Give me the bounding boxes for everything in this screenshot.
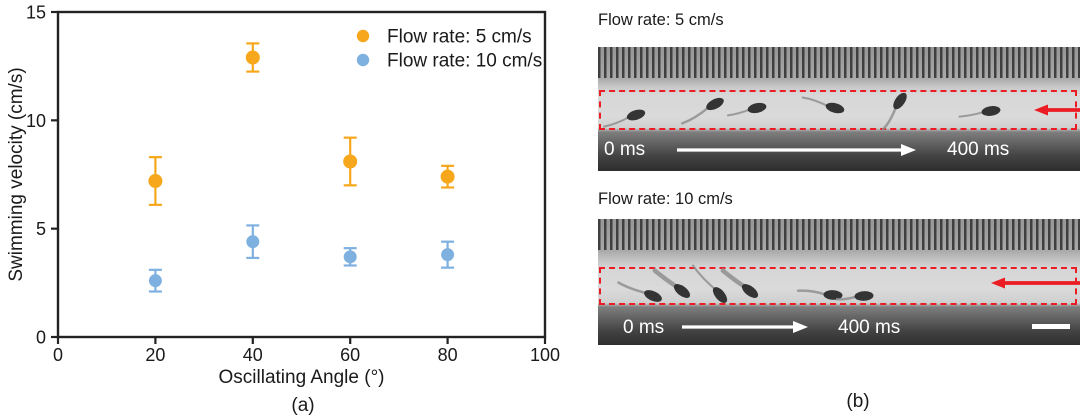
swimmer	[835, 291, 874, 301]
y-axis-title: Swimming velocity (cm/s)	[6, 67, 27, 281]
time-arrow-head	[901, 144, 916, 156]
data-point	[441, 240, 455, 269]
swimmer-body	[893, 92, 907, 110]
tracking-region-box	[599, 267, 1077, 305]
swimmer	[680, 97, 724, 125]
data-point	[148, 268, 162, 293]
swimmer-body	[644, 290, 662, 302]
micrograph-flow10: 0 ms 400 ms	[598, 219, 1080, 345]
scatter-plot: 0 20 40 60 80 100 0 5 10 15 Oscillating Angle (°) S…	[6, 3, 560, 417]
swimmer	[881, 92, 907, 131]
x-tick-label: 20	[145, 345, 165, 365]
x-tick-label: 40	[243, 345, 263, 365]
swimmer	[652, 268, 691, 298]
swimmer-body	[823, 290, 843, 300]
swimmer-body	[673, 284, 691, 298]
micrograph-flow5: 0 ms 400 ms	[598, 47, 1080, 171]
marker	[148, 174, 163, 188]
swimmer-tail	[680, 105, 711, 125]
swimmer	[691, 264, 728, 303]
y-tick-label: 15	[26, 3, 46, 23]
ruler-comb	[598, 47, 1080, 78]
swimmer	[603, 109, 646, 128]
x-tick-label: 60	[340, 345, 360, 365]
swimmer	[617, 281, 662, 302]
swimmer-body	[706, 97, 724, 111]
y-tick-label: 10	[26, 111, 46, 131]
legend-marker	[356, 29, 370, 43]
legend-label: Flow rate: 5 cm/s	[387, 27, 532, 48]
data-point	[343, 247, 357, 267]
swimmer-overlay	[617, 264, 874, 303]
x-tick-label: 0	[53, 345, 63, 365]
swimmer-tail	[958, 110, 986, 118]
swimmer	[726, 102, 767, 117]
data-point	[440, 164, 455, 189]
flow-arrow-head	[991, 277, 1005, 289]
data-point	[246, 224, 260, 260]
marker	[343, 154, 358, 169]
swimmer-body	[747, 102, 767, 114]
swimmer-tail	[691, 264, 717, 291]
panel-a-label: (a)	[291, 395, 314, 416]
marker	[148, 274, 162, 288]
swimmer-tail	[603, 116, 631, 128]
ruler-comb	[598, 219, 1080, 250]
swimmer-tail	[720, 268, 747, 289]
legend-marker	[356, 53, 370, 67]
data-point	[245, 42, 260, 73]
marker	[245, 50, 260, 65]
x-tick-label: 80	[438, 345, 458, 365]
time-start-label: 0 ms	[623, 317, 665, 338]
flow-direction-arrow	[991, 277, 1080, 289]
data-point	[343, 136, 358, 187]
scale-bar	[1032, 324, 1070, 329]
x-tick-label: 100	[530, 345, 560, 365]
swimmer-tail	[617, 281, 648, 295]
swimmer-body	[626, 109, 646, 121]
time-arrow-head	[793, 321, 808, 333]
marker	[246, 235, 260, 249]
marker	[441, 248, 455, 262]
time-arrow	[682, 321, 808, 333]
swimmer	[958, 106, 1001, 118]
swimmer-body	[712, 287, 728, 303]
flow-arrow-head	[1034, 104, 1048, 116]
swimmer-tail	[652, 268, 679, 289]
time-start-label: 0 ms	[604, 139, 646, 160]
panel-b-label: (b)	[846, 391, 870, 412]
time-end-label: 400 ms	[838, 317, 901, 338]
swimmer	[796, 289, 843, 300]
time-end-label: 400 ms	[947, 139, 1010, 160]
swimmer	[720, 268, 759, 298]
swimmer-tail	[801, 96, 830, 108]
flow-direction-arrow	[1034, 104, 1080, 116]
y-tick-label: 5	[36, 219, 46, 239]
swimmer-body	[981, 106, 1001, 116]
time-arrow	[677, 144, 916, 156]
swimmer	[801, 96, 845, 114]
y-tick-label: 0	[36, 328, 46, 348]
marker	[440, 169, 455, 184]
swimmer-overlay	[603, 92, 1001, 131]
swimmer-body	[741, 284, 759, 298]
data-point	[148, 156, 163, 206]
swimmer-tail	[726, 108, 752, 117]
swimmer-body	[825, 102, 845, 114]
micrograph-title-flow5: Flow rate: 5 cm/s	[598, 11, 724, 29]
swimmer-body	[854, 291, 874, 301]
swimmer-tail	[881, 105, 898, 131]
legend-label: Flow rate: 10 cm/s	[387, 51, 542, 72]
swimmer-tail	[796, 289, 828, 296]
x-axis-title: Oscillating Angle (°)	[219, 367, 385, 388]
micrograph-title-flow10: Flow rate: 10 cm/s	[598, 190, 733, 208]
plot-frame	[56, 10, 547, 339]
marker	[343, 250, 357, 264]
